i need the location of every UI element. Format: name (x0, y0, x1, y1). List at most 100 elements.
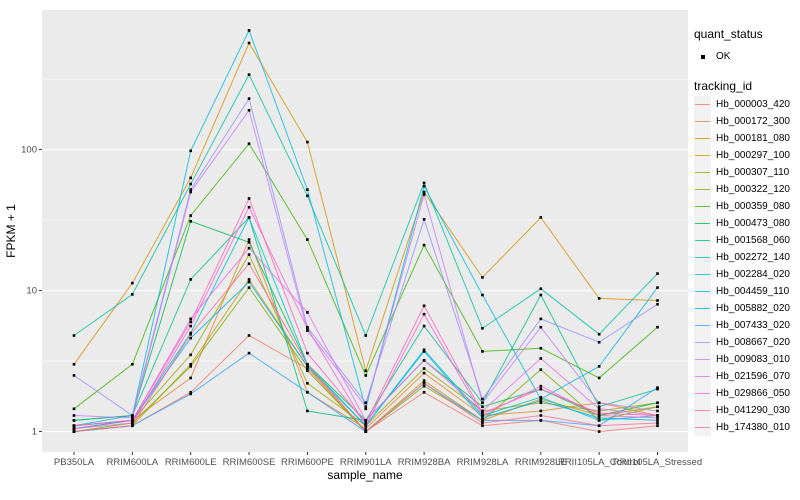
legend-label: Hb_008667_020 (716, 337, 790, 348)
legend-item-tracking: Hb_029866_050 (694, 385, 790, 402)
legend-label: Hb_007433_020 (716, 320, 790, 331)
legend-line-icon (695, 155, 710, 157)
data-point-marker (597, 407, 601, 411)
data-point-marker (481, 401, 484, 405)
chart-layer: 1 10 100 PB350LA RRIM600LA RRIM600LE RRIM600SE… (21, 10, 702, 468)
data-point-marker (247, 334, 251, 337)
data-point-marker (189, 324, 192, 328)
legend-line-icon (695, 257, 710, 259)
data-point-marker (72, 424, 76, 428)
legend-key-swatch (694, 351, 711, 368)
data-point-marker (189, 214, 192, 217)
data-point-marker (656, 419, 659, 422)
data-point-marker (247, 351, 251, 355)
legend-label: Hb_002272_140 (716, 252, 790, 263)
data-point-marker (247, 108, 251, 112)
legend-key-swatch (694, 402, 711, 419)
x-tick-label: RRIM600LA (106, 457, 158, 468)
data-point-marker (481, 414, 484, 417)
data-point-marker (72, 427, 76, 430)
data-point-marker (189, 353, 192, 357)
data-point-marker (539, 419, 543, 422)
data-point-marker (422, 390, 426, 394)
x-axis-title: sample_name (327, 468, 403, 482)
data-point-marker (189, 317, 192, 321)
data-point-marker (306, 362, 309, 366)
legend-title-quant-status: quant_status (694, 27, 763, 41)
x-tick-label: RRIM928LE (515, 457, 567, 468)
data-point-marker (189, 392, 192, 396)
legend-key-swatch (694, 385, 711, 402)
legend-item-tracking: Hb_008667_020 (694, 334, 790, 351)
legend-item-tracking: Hb_000003_420 (694, 96, 790, 113)
legend-label: Hb_029866_050 (716, 388, 790, 399)
data-point-marker (481, 397, 484, 401)
data-point-marker (597, 401, 601, 405)
data-point-marker (597, 411, 601, 415)
data-point-marker (189, 278, 192, 281)
data-point-marker (72, 334, 76, 337)
data-point-marker (247, 278, 251, 281)
data-point-marker (539, 387, 543, 391)
data-point-marker (247, 41, 251, 45)
legend-label: Hb_009083_010 (716, 354, 790, 365)
legend-line-icon (695, 172, 710, 174)
data-point-marker (72, 414, 76, 417)
legend-key-swatch (694, 181, 711, 198)
data-point-marker (597, 414, 601, 417)
data-point-marker (189, 190, 192, 194)
data-point-marker (247, 142, 251, 146)
legend-label-ok: OK (716, 51, 731, 62)
legend-item-tracking: Hb_002284_020 (694, 266, 790, 283)
data-point-marker (131, 293, 134, 296)
legend-key-swatch (694, 113, 711, 130)
data-point-marker (481, 326, 484, 330)
data-point-marker (656, 386, 659, 389)
data-point-marker (72, 419, 76, 422)
data-point-marker (131, 414, 134, 417)
legend-item-tracking: Hb_000359_080 (694, 198, 790, 215)
data-point-marker (189, 365, 192, 368)
legend-line-icon (695, 325, 710, 327)
legend-item-tracking: Hb_000181_080 (694, 130, 790, 147)
legend-key-ok (694, 48, 711, 65)
data-point-marker (481, 411, 484, 415)
legend-key-swatch (694, 232, 711, 249)
data-point-marker (306, 140, 309, 144)
legend-item-tracking: Hb_004459_110 (694, 283, 789, 300)
data-point-marker (72, 374, 76, 377)
legend-key-swatch (694, 419, 711, 436)
data-point-marker (247, 238, 251, 241)
data-point-marker (597, 424, 601, 428)
data-point-marker (247, 262, 251, 266)
data-point-marker (656, 414, 659, 417)
data-point-marker (72, 362, 76, 366)
legend-line-icon (695, 206, 710, 208)
legend-line-icon (695, 104, 710, 106)
data-point-marker (656, 387, 659, 391)
data-point-marker (539, 325, 543, 329)
data-point-marker (306, 365, 309, 368)
y-tick-label: 10 (26, 286, 37, 297)
data-point-marker (247, 197, 251, 200)
data-point-marker (422, 384, 426, 388)
data-point-marker (481, 350, 484, 353)
data-point-marker (597, 332, 601, 336)
legend-key-swatch (694, 334, 711, 351)
data-point-marker (189, 188, 192, 191)
data-point-marker (539, 397, 543, 401)
legend-line-icon (695, 240, 710, 242)
data-point-marker (247, 97, 251, 100)
data-point-marker (481, 416, 484, 420)
data-point-marker (306, 238, 309, 241)
data-point-marker (539, 401, 543, 405)
legend-label: Hb_000172_300 (716, 116, 790, 127)
data-point-marker (131, 421, 134, 425)
data-point-marker (306, 381, 309, 385)
x-tick-label: RRIM928BA (398, 457, 451, 468)
legend-line-icon (695, 274, 710, 276)
data-point-marker (131, 416, 134, 420)
data-point-marker (539, 399, 543, 403)
legend-line-icon (695, 291, 710, 293)
